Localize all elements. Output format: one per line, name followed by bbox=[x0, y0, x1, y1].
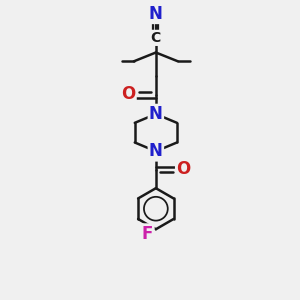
Text: F: F bbox=[142, 225, 153, 243]
Text: C: C bbox=[151, 31, 161, 45]
Text: O: O bbox=[121, 85, 135, 103]
Text: N: N bbox=[149, 5, 163, 23]
Text: N: N bbox=[149, 142, 163, 160]
Text: N: N bbox=[149, 105, 163, 123]
Text: O: O bbox=[176, 160, 190, 178]
